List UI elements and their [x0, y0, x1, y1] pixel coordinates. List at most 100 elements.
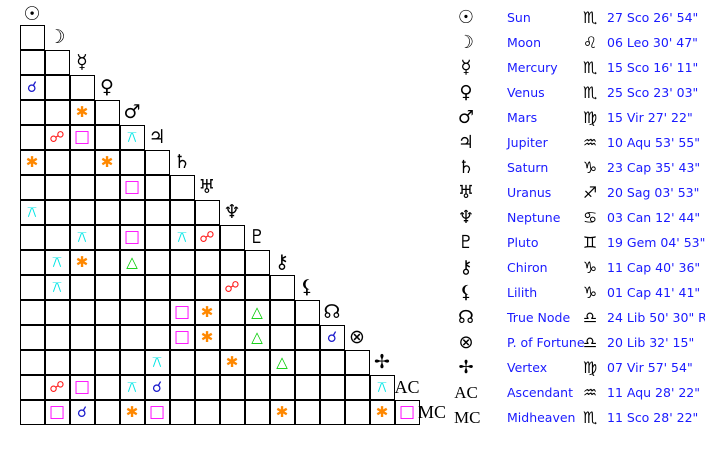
aspect-cell-midheaven-neptune	[219, 399, 245, 425]
aspect-cell-p-of-fortune-uranus: ✱	[194, 324, 220, 350]
zodiac-sign-icon: ♎	[582, 308, 598, 327]
aspect-cell-moon-sun	[19, 24, 45, 50]
aspect-cell-lilith-jupiter	[144, 274, 170, 300]
planet-position: 03 Can 12' 44" R	[607, 210, 705, 225]
planet-position: 24 Lib 50' 30" R	[607, 310, 705, 325]
aspect-cell-mercury-sun	[19, 49, 45, 75]
planet-row-sun: ☉ Sun ♏ 27 Sco 26' 54"	[450, 5, 705, 30]
aspect-cell-vertex-jupiter: ⚻	[144, 349, 170, 375]
aspect-cell-lilith-saturn	[169, 274, 195, 300]
aspect-cell-chiron-saturn	[169, 249, 195, 275]
aspect-cell-venus-mercury	[69, 74, 95, 100]
square-icon: □	[73, 126, 91, 147]
planet-name: Mercury	[507, 60, 558, 75]
uranus-glyph-icon: ♅	[198, 176, 216, 198]
aspect-cell-chiron-pluto	[244, 249, 270, 275]
aspect-cell-p-of-fortune-chiron	[269, 324, 295, 350]
sextile-icon: ✱	[25, 152, 39, 171]
aspect-cell-uranus-jupiter	[144, 174, 170, 200]
quincunx-icon: ⚻	[152, 352, 162, 371]
planet-name: Venus	[507, 85, 545, 100]
aspect-grid: ☌ ✱ ☍ □ ⚻ ✱ ✱ □ ⚻ ⚻ □ ⚻ ☍ ⚻ ✱ △ ⚻ ☍ □ ✱ △ □ ✱ △ ☌ ⚻ ✱ △ ☍ □ ⚻ ☌ ⚻ □ ☌ ✱ □ ✱ ✱ □…	[19, 3, 447, 425]
planet-name: Lilith	[507, 285, 538, 300]
zodiac-sign-icon: ♊	[582, 233, 598, 252]
true-node-icon: ☊	[458, 307, 474, 328]
quincunx-icon: ⚻	[27, 202, 37, 221]
square-icon: □	[73, 376, 91, 397]
aspect-cell-mars-sun	[19, 99, 45, 125]
sextile-icon: ✱	[225, 352, 239, 371]
planet-row-neptune: ♆ Neptune ♋ 03 Can 12' 44" R	[450, 205, 705, 230]
quincunx-icon: ⚻	[52, 252, 62, 271]
aspect-cell-chiron-uranus	[194, 249, 220, 275]
square-icon: □	[398, 401, 416, 422]
aspect-cell-chiron-mercury: ✱	[69, 249, 95, 275]
aspect-cell-p-of-fortune-sun	[19, 324, 45, 350]
p-of-fortune-icon: ⊗	[458, 332, 474, 353]
aspect-cell-saturn-sun: ✱	[19, 149, 45, 175]
aspect-cell-saturn-mercury	[69, 149, 95, 175]
aspect-cell-ascendant-neptune	[219, 374, 245, 400]
aspect-cell-true-node-sun	[19, 299, 45, 325]
zodiac-sign-icon: ♏	[582, 58, 598, 77]
planet-position: 15 Sco 16' 11"	[607, 60, 699, 75]
square-icon: □	[173, 301, 191, 322]
square-icon: □	[123, 176, 141, 197]
midheaven-icon: MC	[454, 407, 481, 427]
aspect-cell-chiron-mars: △	[119, 249, 145, 275]
planet-position: 11 Aqu 28' 22"	[607, 385, 701, 400]
aspect-cell-uranus-moon	[44, 174, 70, 200]
aspect-cell-vertex-p-of-fortune	[344, 349, 370, 375]
planet-row-jupiter: ♃ Jupiter ♒ 10 Aqu 53' 55"	[450, 130, 705, 155]
aspect-cell-midheaven-sun	[19, 399, 45, 425]
aspect-cell-ascendant-jupiter: ☌	[144, 374, 170, 400]
planet-position: 15 Vir 27' 22"	[607, 110, 693, 125]
mercury-icon: ☿	[460, 57, 472, 78]
aspect-cell-midheaven-moon: □	[44, 399, 70, 425]
aspect-cell-true-node-chiron	[269, 299, 295, 325]
zodiac-sign-icon: ♎	[582, 333, 598, 352]
aspect-cell-neptune-jupiter	[144, 199, 170, 225]
aspect-cell-ascendant-vertex: ⚻	[369, 374, 395, 400]
aspect-cell-vertex-chiron: △	[269, 349, 295, 375]
aspect-cell-midheaven-mars: ✱	[119, 399, 145, 425]
aspect-cell-true-node-lilith	[294, 299, 320, 325]
aspect-cell-lilith-mars	[119, 274, 145, 300]
aspect-cell-p-of-fortune-neptune	[219, 324, 245, 350]
zodiac-sign-icon: ♑	[582, 258, 598, 277]
planet-position: 19 Gem 04' 53" R	[607, 235, 705, 250]
aspect-cell-ascendant-uranus	[194, 374, 220, 400]
zodiac-sign-icon: ♌	[582, 33, 598, 52]
lilith-icon: ⚸	[459, 282, 473, 303]
aspect-cell-p-of-fortune-lilith	[294, 324, 320, 350]
aspect-cell-vertex-uranus	[194, 349, 220, 375]
mercury-glyph-icon: ☿	[76, 51, 88, 73]
zodiac-sign-icon: ♒	[582, 133, 598, 152]
planet-position: 06 Leo 30' 47"	[607, 35, 698, 50]
midheaven-glyph-icon: MC	[418, 401, 447, 422]
planet-row-pluto: ♇ Pluto ♊ 19 Gem 04' 53" R	[450, 230, 705, 255]
planet-row-true-node: ☊ True Node ♎ 24 Lib 50' 30" R	[450, 305, 705, 330]
planet-name: P. of Fortune	[507, 335, 585, 350]
aspect-cell-ascendant-moon: ☍	[44, 374, 70, 400]
aspect-cell-neptune-mercury	[69, 199, 95, 225]
planet-name: Uranus	[507, 185, 552, 200]
saturn-glyph-icon: ♄	[173, 151, 191, 173]
vertex-icon: ✢	[458, 357, 474, 378]
aspect-cell-pluto-venus	[94, 224, 120, 250]
planet-row-midheaven: MC Midheaven ♏ 11 Sco 28' 22"	[450, 405, 705, 430]
aspect-cell-midheaven-jupiter: □	[144, 399, 170, 425]
quincunx-icon: ⚻	[127, 377, 137, 396]
aspect-cell-vertex-moon	[44, 349, 70, 375]
planet-row-mars: ♂ Mars ♍ 15 Vir 27' 22"	[450, 105, 705, 130]
aspect-cell-true-node-moon	[44, 299, 70, 325]
aspect-cell-lilith-pluto	[244, 274, 270, 300]
aspect-cell-true-node-venus	[94, 299, 120, 325]
zodiac-sign-icon: ♑	[582, 158, 598, 177]
planet-name: Jupiter	[507, 135, 548, 150]
aspect-cell-vertex-mercury	[69, 349, 95, 375]
aspect-cell-midheaven-vertex: ✱	[369, 399, 395, 425]
aspect-cell-ascendant-chiron	[269, 374, 295, 400]
planet-position: 20 Lib 32' 15"	[607, 335, 695, 350]
square-icon: □	[148, 401, 166, 422]
